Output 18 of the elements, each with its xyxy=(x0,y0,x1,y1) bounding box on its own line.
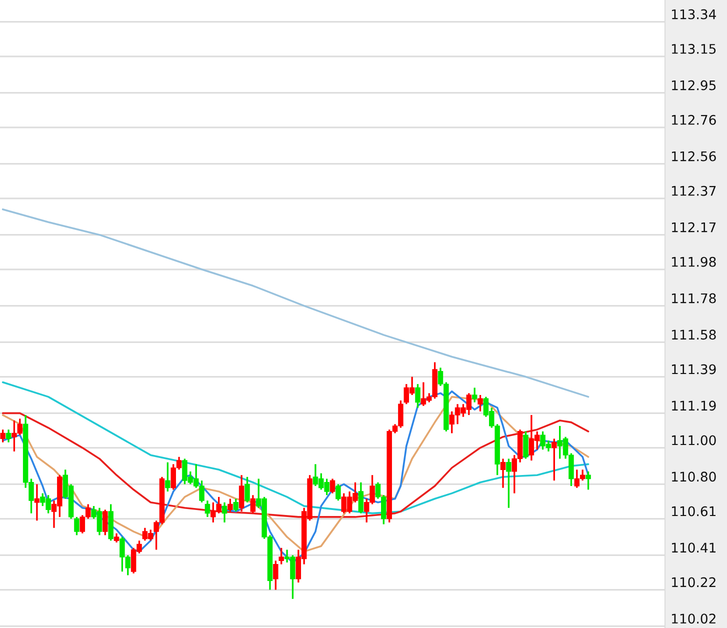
y-tick-label: 111.39 xyxy=(672,364,716,374)
y-tick-label: 111.00 xyxy=(672,435,716,446)
y-tick-label: 113.15 xyxy=(672,44,716,54)
y-tick-label: 112.17 xyxy=(672,222,716,232)
y-tick-label: 112.95 xyxy=(672,80,716,90)
y-tick-label: 112.37 xyxy=(672,186,716,196)
y-tick-label: 110.41 xyxy=(672,542,716,553)
y-tick-label: 110.61 xyxy=(672,506,716,516)
y-tick-label: 111.58 xyxy=(672,330,716,340)
y-tick-label: 110.80 xyxy=(672,472,716,482)
y-tick-label: 112.76 xyxy=(672,114,716,125)
y-tick-label: 112.56 xyxy=(672,151,716,162)
y-tick-label: 110.22 xyxy=(672,577,716,588)
y-tick-label: 111.78 xyxy=(672,293,716,304)
y-tick-label: 110.02 xyxy=(672,614,716,624)
y-tick-label: 111.19 xyxy=(672,400,716,411)
y-tick-label: 111.98 xyxy=(672,256,716,267)
y-tick-label: 113.34 xyxy=(672,9,716,20)
